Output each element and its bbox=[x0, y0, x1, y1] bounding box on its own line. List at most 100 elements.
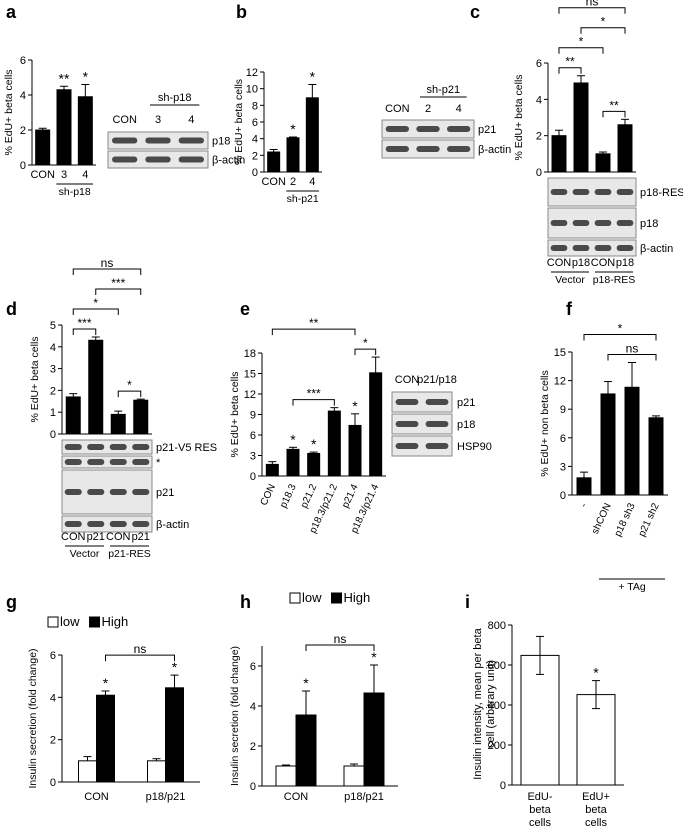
blot-band bbox=[616, 189, 634, 195]
significance-bracket bbox=[602, 110, 626, 118]
blot-lane-label: 4 bbox=[188, 114, 194, 126]
y-tick-label: 4 bbox=[536, 94, 542, 106]
blot-band bbox=[178, 156, 204, 163]
significance-label: * bbox=[371, 649, 377, 665]
y-tick-label: 0 bbox=[252, 167, 258, 179]
bracket-label: * bbox=[579, 35, 584, 49]
bar bbox=[551, 135, 567, 173]
y-tick-label: 15 bbox=[554, 347, 566, 359]
bracket-label: *** bbox=[307, 387, 321, 401]
group-label: Vector bbox=[70, 548, 100, 560]
x-tick-label: p18/p21 bbox=[146, 791, 186, 803]
y-tick-label: 4 bbox=[20, 90, 26, 102]
blot-band bbox=[64, 459, 82, 465]
y-axis-label: % EdU+ non beta cells bbox=[539, 370, 551, 477]
significance-label: * bbox=[593, 665, 599, 681]
y-axis-label: % EdU+ beta cells bbox=[3, 69, 15, 155]
bar bbox=[363, 692, 385, 787]
y-tick-label: 2 bbox=[536, 131, 542, 143]
x-tick-label: CON bbox=[106, 531, 131, 543]
y-axis-label: % EdU+ beta cells bbox=[513, 74, 525, 160]
x-tick-label: shCON bbox=[590, 502, 614, 536]
blot-band bbox=[550, 220, 568, 226]
bar bbox=[65, 396, 81, 435]
significance-bracket bbox=[607, 353, 657, 361]
y-axis-label: % EdU+ beta cells bbox=[229, 371, 241, 457]
blot-band bbox=[132, 459, 150, 465]
blot-lane-label: CON bbox=[385, 103, 410, 115]
blot-header: sh-p21 bbox=[427, 84, 461, 96]
significance-bracket bbox=[95, 288, 142, 295]
bar bbox=[595, 153, 611, 173]
y-tick-label: 0 bbox=[50, 777, 56, 789]
group-label: sh-p18 bbox=[59, 186, 91, 198]
bar bbox=[307, 452, 321, 477]
significance-label: * bbox=[303, 675, 309, 691]
blot-band bbox=[132, 444, 150, 450]
blot-band bbox=[395, 399, 419, 405]
blot-band bbox=[145, 156, 171, 163]
y-tick-label: 2 bbox=[252, 150, 258, 162]
y-tick-label: 0 bbox=[250, 781, 256, 793]
bar bbox=[624, 386, 640, 496]
y-tick-label: 3 bbox=[50, 364, 56, 376]
bar bbox=[343, 765, 365, 787]
blot-band bbox=[385, 126, 409, 132]
blot-row-label: β-actin bbox=[640, 243, 673, 255]
y-tick-label: 2 bbox=[50, 385, 56, 397]
x-tick-label: 2 bbox=[290, 176, 296, 188]
x-tick-label: CON bbox=[591, 257, 616, 269]
bracket-label: ** bbox=[309, 316, 319, 330]
blot-row-label: β-actin bbox=[212, 155, 245, 167]
y-tick-label: 800 bbox=[488, 620, 506, 632]
bracket-label: *** bbox=[111, 276, 125, 290]
y-tick-label: 6 bbox=[50, 650, 56, 662]
x-tick-label: EdU- beta cells bbox=[527, 791, 553, 829]
x-tick-label: EdU+ beta cells bbox=[582, 791, 610, 829]
blot-lane-label: 2 bbox=[425, 103, 431, 115]
y-tick-label: 4 bbox=[252, 134, 258, 146]
y-tick-label: 4 bbox=[50, 692, 56, 704]
bracket-label: *** bbox=[77, 316, 91, 330]
y-axis-label: Insulin secretion (fold change) bbox=[27, 648, 39, 788]
significance-bracket bbox=[72, 268, 142, 275]
bar bbox=[286, 137, 300, 173]
significance-bracket bbox=[72, 308, 119, 315]
significance-label: * bbox=[290, 431, 296, 447]
blot-band bbox=[132, 521, 150, 527]
blot-band bbox=[616, 245, 634, 251]
panel-letter: c bbox=[470, 2, 480, 22]
y-tick-label: 2 bbox=[20, 125, 26, 137]
blot-band bbox=[550, 245, 568, 251]
significance-label: * bbox=[352, 398, 358, 414]
blot-band bbox=[550, 189, 568, 195]
bar bbox=[369, 372, 383, 477]
bar bbox=[56, 89, 72, 166]
bracket-label: * bbox=[127, 378, 132, 392]
x-tick-label: CON bbox=[30, 169, 55, 181]
blot-band bbox=[425, 443, 449, 449]
blot-strip bbox=[391, 435, 453, 457]
y-tick-label: 3 bbox=[250, 451, 256, 463]
blot-strip bbox=[391, 413, 453, 435]
panel-letter: e bbox=[240, 299, 250, 319]
bar bbox=[265, 463, 279, 477]
x-tick-label: CON bbox=[61, 531, 86, 543]
legend-swatch bbox=[47, 616, 59, 628]
bar bbox=[305, 97, 319, 173]
blot-band bbox=[594, 189, 612, 195]
x-tick-label: p18 bbox=[572, 257, 590, 269]
y-tick-label: 5 bbox=[50, 320, 56, 332]
significance-bracket bbox=[558, 47, 604, 54]
y-tick-label: 0 bbox=[560, 490, 566, 502]
bracket-label: ** bbox=[609, 98, 619, 112]
significance-label: * bbox=[83, 69, 89, 85]
blot-row-label: p18 bbox=[457, 419, 475, 431]
significance-bracket bbox=[72, 328, 97, 335]
significance-bracket bbox=[117, 390, 142, 398]
blot-lane-label: CON bbox=[112, 114, 137, 126]
blot-row-label: * bbox=[156, 457, 161, 469]
significance-label: * bbox=[310, 69, 316, 85]
bar bbox=[267, 151, 281, 173]
